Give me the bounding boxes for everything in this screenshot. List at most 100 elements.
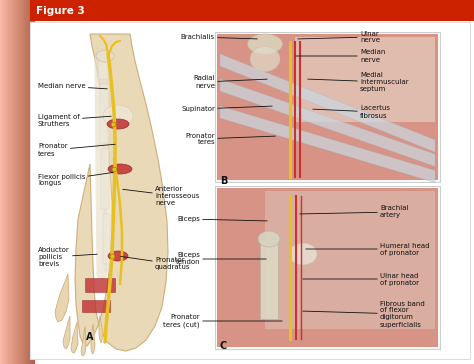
Bar [260,239,278,319]
Bar [0,0,36,364]
Bar [0,0,25,364]
Bar [0,0,33,364]
Bar [5,0,6,364]
Text: Ulnar head
of pronator: Ulnar head of pronator [303,273,419,285]
Bar [0,0,23,364]
Bar [20,0,21,364]
Bar [0,0,27,364]
Text: Biceps: Biceps [177,216,267,222]
Bar [0,0,28,364]
Bar [0,0,20,364]
Bar [0,0,19,364]
Bar [85,278,115,292]
Bar [0,0,30,364]
Bar [0,0,32,364]
Bar [265,191,435,329]
Bar [22,0,23,364]
Bar [24,0,25,364]
Bar [0,0,24,364]
Ellipse shape [107,119,129,129]
Bar [0,0,28,364]
Bar [2,0,3,364]
Text: Lacertus
fibrosus: Lacertus fibrosus [313,106,390,119]
Bar [34,0,35,364]
Bar [0,0,27,364]
Text: Abductor
pollicis
brevis: Abductor pollicis brevis [38,247,97,267]
Bar [10,0,11,364]
Ellipse shape [96,50,114,62]
Text: A: A [86,332,94,342]
Bar [8,0,9,364]
Ellipse shape [258,231,280,247]
Polygon shape [220,106,435,182]
Polygon shape [99,316,103,343]
Bar [30,0,31,364]
Bar [98,49,108,79]
Text: C: C [220,341,227,351]
Text: Pronator
quadratus: Pronator quadratus [121,256,191,270]
Bar [0,0,37,364]
Bar [0,0,22,364]
Bar [0,0,38,364]
Bar [215,186,440,349]
Bar [11,0,12,364]
Bar [0,0,21,364]
Ellipse shape [108,164,132,174]
Bar [103,214,110,264]
Text: Flexor pollicis
longus: Flexor pollicis longus [38,173,113,186]
Text: Figure 3: Figure 3 [36,5,85,16]
Bar [0,0,36,364]
Bar [295,37,435,122]
Bar [82,300,110,312]
Text: Median nerve: Median nerve [38,83,107,89]
Bar [0,0,24,364]
Bar [15,0,16,364]
Bar [0,0,34,364]
Bar [6,0,7,364]
Bar [0,0,31,364]
Bar [0,0,20,364]
Bar [29,0,30,364]
Bar [0,0,31,364]
Text: Ulnar
nerve: Ulnar nerve [298,31,380,44]
Text: Pronator
teres (cut): Pronator teres (cut) [164,314,282,328]
Text: Pronator
teres: Pronator teres [185,132,275,146]
Text: Anterior
interosseous
nerve: Anterior interosseous nerve [123,186,200,206]
Bar [0,0,33,364]
Bar [16,0,17,364]
Polygon shape [220,79,435,166]
Bar [0,0,29,364]
Text: Humeral head
of pronator: Humeral head of pronator [306,242,429,256]
Bar [0,0,35,364]
Bar [1,0,2,364]
Bar [31,0,32,364]
Polygon shape [63,316,70,349]
Bar [18,0,19,364]
Bar [4,0,5,364]
Bar [217,34,438,180]
Bar [0,0,29,364]
Bar [0,0,19,364]
Bar [14,0,15,364]
Text: Fibrous band
of flexor
digitorum
superficialis: Fibrous band of flexor digitorum superfi… [303,301,425,328]
Ellipse shape [289,243,317,265]
Polygon shape [81,326,86,356]
Bar [0,0,37,364]
Bar [0,0,36,364]
Text: B: B [220,176,228,186]
Bar [27,0,28,364]
Text: Supinator: Supinator [181,106,272,112]
Text: Medial
intermuscular
septum: Medial intermuscular septum [308,72,409,92]
Polygon shape [55,274,69,322]
Bar [9,0,10,364]
Bar [100,84,109,144]
Bar [0,0,34,364]
Bar [0,0,18,364]
Text: Brachial
artery: Brachial artery [300,206,409,218]
Bar [0,0,30,364]
Bar [23,0,24,364]
Bar [12,0,13,364]
Bar [13,0,14,364]
Bar [32,0,33,364]
Text: Pronator
teres: Pronator teres [38,143,115,157]
